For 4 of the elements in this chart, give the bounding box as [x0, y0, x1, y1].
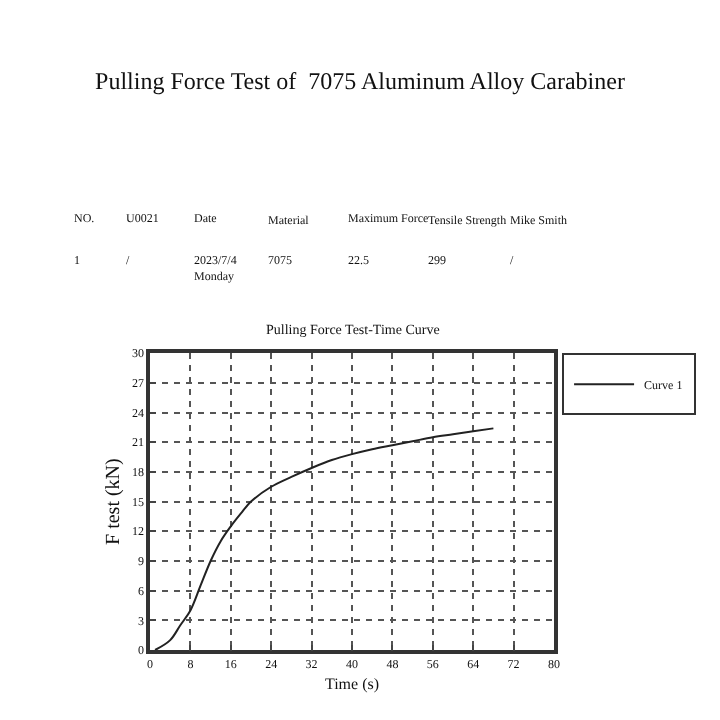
line-series	[154, 427, 495, 650]
y-axis-title: F test (kN)	[103, 458, 126, 545]
x-axis-title: Time (s)	[324, 675, 380, 694]
chart-title: Pulling Force Test of 7075 Aluminum Alloy Carabiner	[95, 66, 625, 95]
